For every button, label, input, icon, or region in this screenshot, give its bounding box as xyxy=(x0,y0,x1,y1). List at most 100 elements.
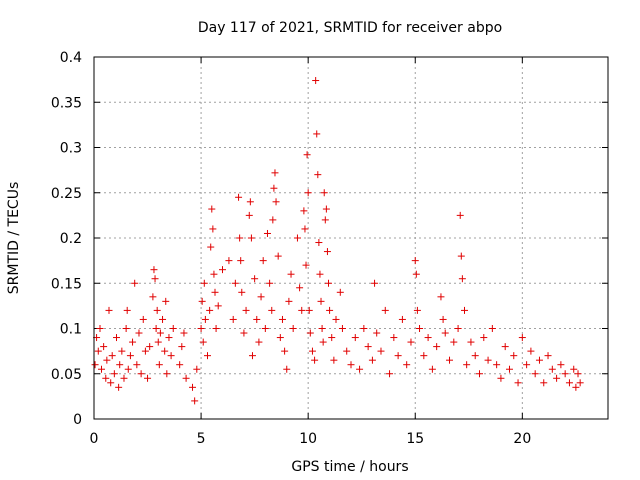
data-point xyxy=(471,352,479,360)
x-tick-label: 15 xyxy=(406,431,424,447)
data-point xyxy=(169,325,177,332)
data-point xyxy=(133,361,141,369)
data-point xyxy=(193,365,201,373)
data-point xyxy=(191,397,199,405)
data-point xyxy=(236,234,244,242)
data-point xyxy=(251,275,259,283)
data-point xyxy=(314,171,322,179)
data-point xyxy=(412,270,420,278)
data-point xyxy=(245,211,253,219)
data-point xyxy=(323,248,331,256)
data-point xyxy=(306,329,314,337)
data-point xyxy=(557,361,565,369)
y-tick-label: 0.35 xyxy=(51,95,82,111)
data-point xyxy=(115,383,123,391)
data-point xyxy=(356,365,364,373)
data-point xyxy=(351,334,359,342)
data-point xyxy=(416,325,424,332)
data-point xyxy=(207,243,215,251)
data-point xyxy=(247,234,255,242)
data-point xyxy=(248,352,256,360)
data-point xyxy=(347,361,355,369)
data-point xyxy=(139,315,147,323)
data-point xyxy=(390,334,398,342)
data-point xyxy=(523,361,531,369)
data-point xyxy=(151,275,159,283)
data-point xyxy=(535,356,543,364)
data-point xyxy=(565,379,573,387)
data-point xyxy=(315,239,323,247)
data-point xyxy=(255,338,263,346)
data-point xyxy=(268,306,276,314)
data-point xyxy=(276,334,284,342)
data-point xyxy=(209,225,217,233)
data-point xyxy=(377,347,385,355)
data-point xyxy=(514,379,522,387)
data-point xyxy=(167,352,175,360)
data-point xyxy=(154,338,162,346)
data-point xyxy=(163,370,171,378)
y-tick-label: 0.25 xyxy=(51,186,82,202)
plot-frame xyxy=(93,56,609,420)
data-point xyxy=(108,352,116,360)
grid xyxy=(94,57,608,419)
data-point xyxy=(574,370,582,378)
data-point xyxy=(439,315,447,323)
data-point xyxy=(131,279,139,287)
data-point xyxy=(488,325,496,332)
data-point xyxy=(272,198,280,206)
data-point xyxy=(156,329,164,337)
data-point xyxy=(330,356,338,364)
data-point xyxy=(476,370,483,378)
data-point xyxy=(246,198,254,206)
x-tick-label: 10 xyxy=(299,431,317,447)
data-point xyxy=(501,343,509,351)
data-point xyxy=(129,338,137,346)
data-point xyxy=(386,370,394,378)
data-point xyxy=(360,325,368,332)
data-point xyxy=(300,207,308,215)
data-point xyxy=(289,325,297,332)
data-point xyxy=(214,302,222,310)
data-point xyxy=(373,329,381,337)
data-point xyxy=(561,370,569,378)
data-point xyxy=(527,347,535,355)
data-point xyxy=(321,216,329,224)
data-point xyxy=(199,338,207,346)
data-point xyxy=(518,334,526,342)
data-point xyxy=(229,315,237,323)
data-point xyxy=(332,315,340,323)
data-point xyxy=(480,334,488,342)
data-point xyxy=(281,347,289,355)
data-point xyxy=(198,297,206,305)
data-point xyxy=(576,379,584,387)
data-point xyxy=(433,343,441,351)
data-point xyxy=(548,365,556,373)
chart-title: Day 117 of 2021, SRMTID for receiver abp… xyxy=(198,20,502,36)
y-tick-label: 0.3 xyxy=(60,141,82,157)
data-point xyxy=(398,315,406,323)
data-point xyxy=(318,325,326,332)
data-point xyxy=(219,266,226,274)
data-point xyxy=(304,189,312,197)
data-point xyxy=(100,343,108,351)
data-point xyxy=(271,169,279,177)
data-point xyxy=(178,343,186,351)
data-point xyxy=(456,211,464,219)
data-point xyxy=(91,361,99,369)
data-point xyxy=(308,347,316,355)
x-tick-label: 5 xyxy=(197,431,206,447)
data-point xyxy=(510,352,518,360)
data-point xyxy=(123,306,131,314)
data-point xyxy=(312,77,320,85)
data-point xyxy=(261,325,269,332)
data-point xyxy=(126,352,134,360)
data-point xyxy=(204,352,212,360)
y-tick-label: 0.15 xyxy=(51,276,82,292)
data-point xyxy=(368,356,376,364)
data-point xyxy=(144,374,152,382)
data-point xyxy=(259,257,267,265)
data-point xyxy=(313,130,321,138)
data-point xyxy=(107,379,115,387)
data-point xyxy=(298,306,306,314)
